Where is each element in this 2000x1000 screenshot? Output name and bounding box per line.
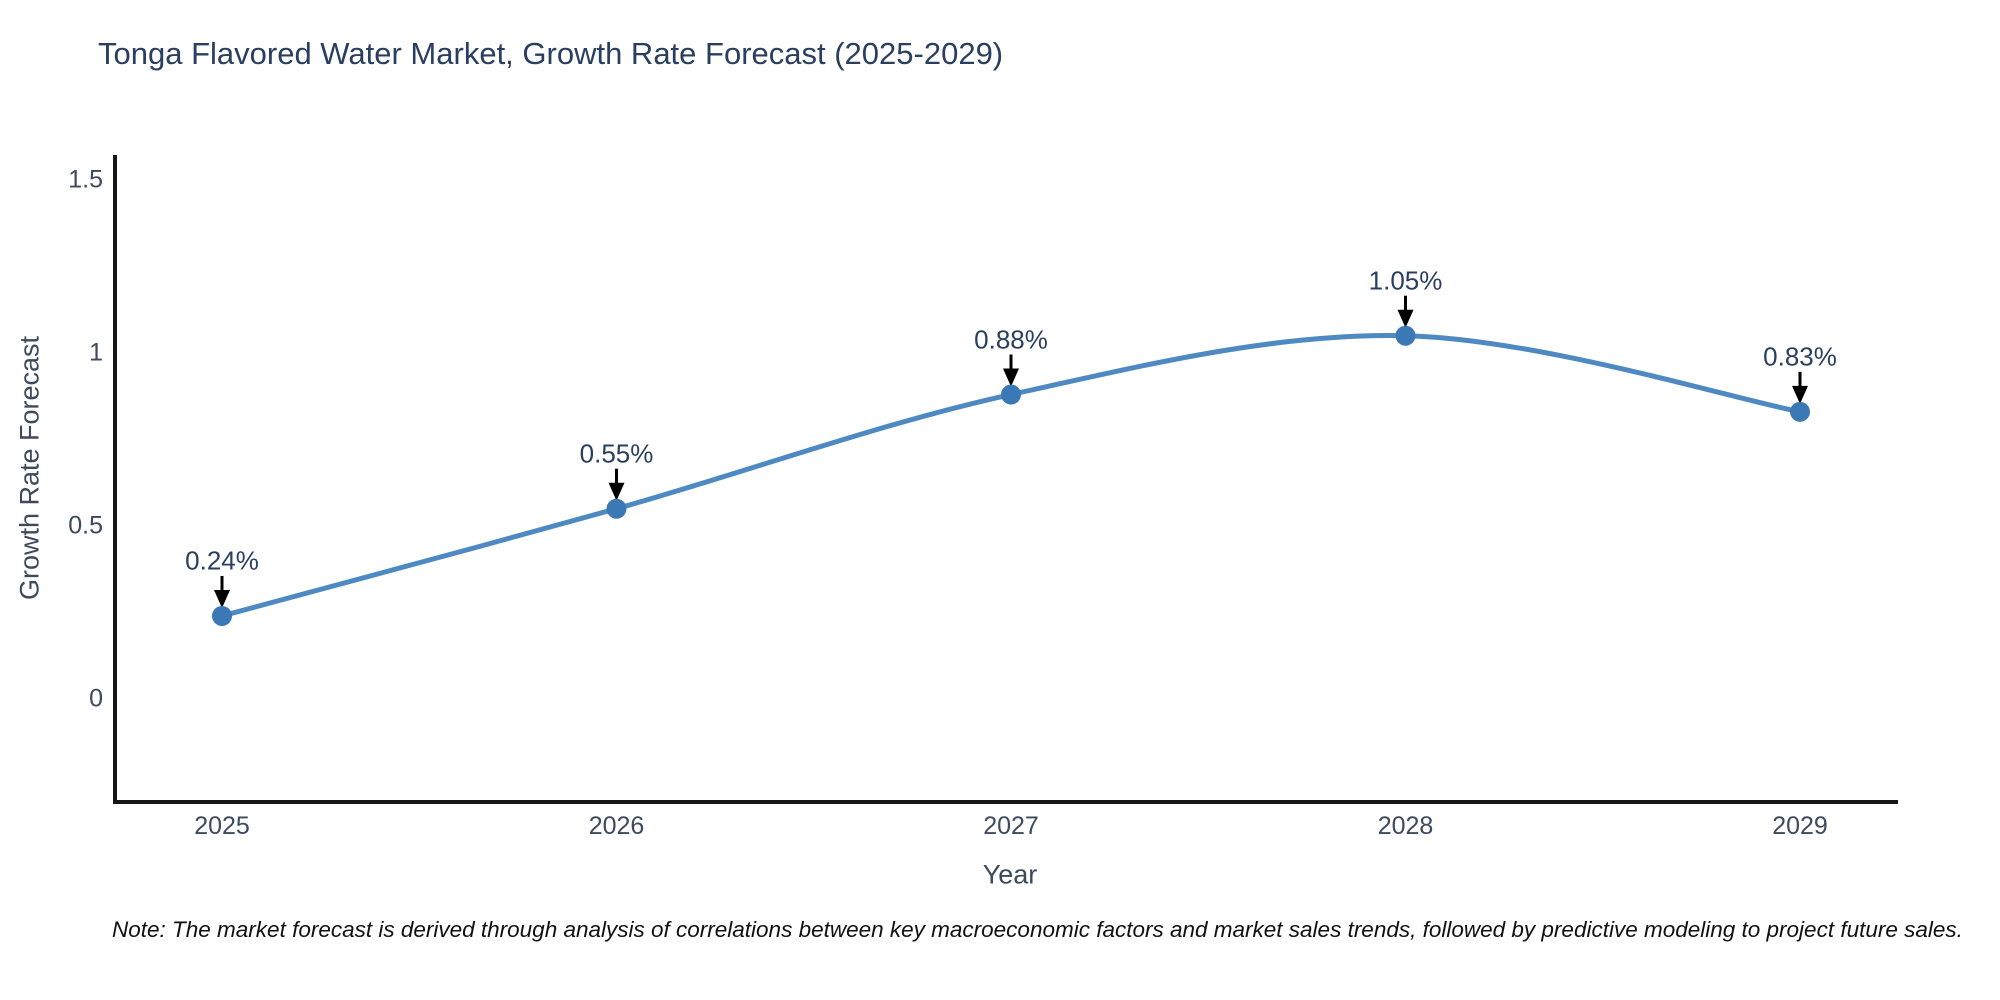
data-point-label: 0.88% <box>974 324 1048 355</box>
data-point-marker[interactable] <box>212 605 232 626</box>
data-point-marker[interactable] <box>1790 401 1810 422</box>
data-point-label: 0.55% <box>579 438 654 469</box>
data-point-label: 1.05% <box>1368 265 1443 296</box>
annotation-arrow-head <box>1003 368 1019 387</box>
x-tick-label: 2025 <box>194 812 250 840</box>
y-tick-label: 0 <box>89 684 103 713</box>
data-point-marker[interactable] <box>1001 384 1021 405</box>
data-point-marker[interactable] <box>606 498 627 519</box>
chart-title: Tonga Flavored Water Market, Growth Rate… <box>98 36 1004 71</box>
x-tick-label: 2027 <box>983 812 1039 840</box>
annotation-arrow-head <box>608 482 625 501</box>
footnote: Note: The market forecast is derived thr… <box>112 917 1963 942</box>
y-tick-label: 1.5 <box>68 165 103 194</box>
annotation-arrow-head <box>1397 309 1414 328</box>
data-point-marker[interactable] <box>1395 325 1416 346</box>
data-point-label: 0.24% <box>185 545 259 576</box>
x-axis-title: Year <box>982 859 1038 890</box>
annotation-arrow-head <box>1792 385 1808 404</box>
x-tick-label: 2028 <box>1377 812 1434 840</box>
annotation-arrow-head <box>214 589 230 608</box>
x-tick-label: 2026 <box>588 812 645 840</box>
x-tick-label: 2029 <box>1772 812 1828 840</box>
y-tick-label: 0.5 <box>68 511 103 540</box>
data-point-label: 0.83% <box>1763 341 1837 372</box>
y-tick-label: 1 <box>89 338 103 367</box>
